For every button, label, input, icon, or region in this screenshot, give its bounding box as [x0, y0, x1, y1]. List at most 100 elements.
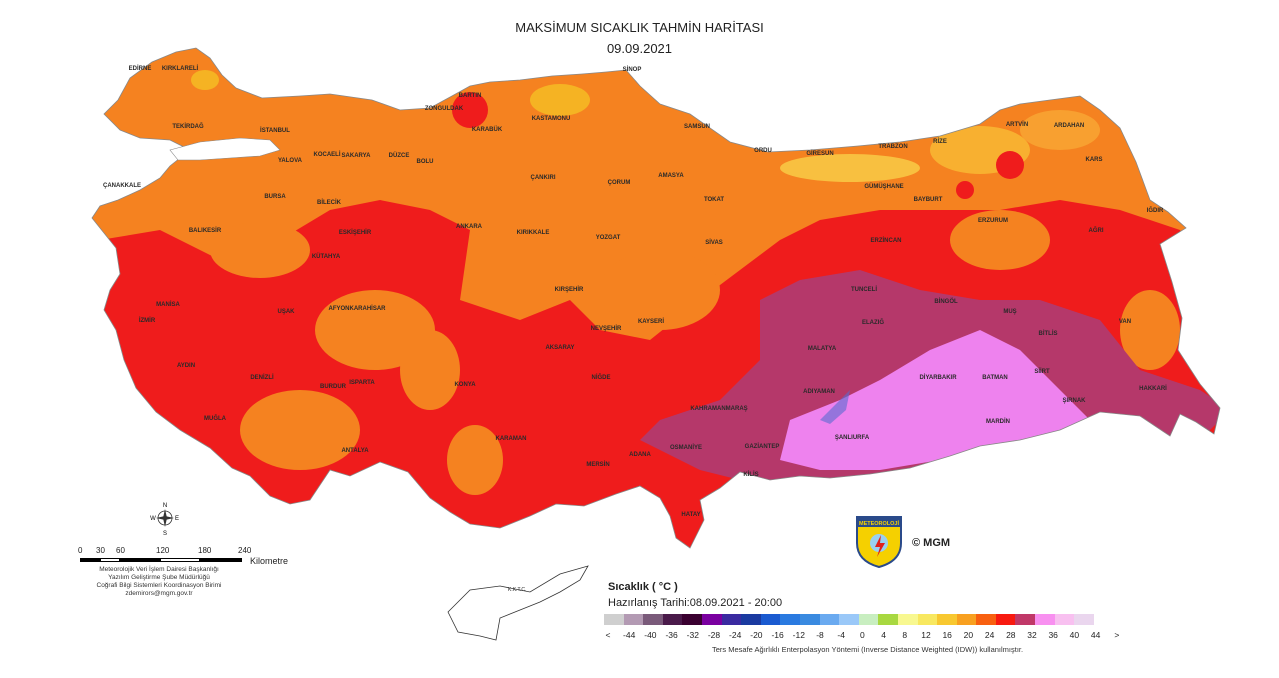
city-label: YOZGAT — [596, 235, 621, 241]
credits-line: zdemirors@mgm.gov.tr — [125, 590, 193, 597]
city-label: MARDİN — [986, 418, 1010, 425]
city-label: MERSİN — [586, 461, 609, 468]
mgm-logo: METEOROLOJİ — [856, 516, 902, 569]
city-label: İSTANBUL — [260, 127, 290, 134]
city-label: BALIKESİR — [189, 227, 222, 234]
method-note: Ters Mesafe Ağırlıklı Enterpolasyon Yönt… — [712, 645, 1024, 654]
scale-tick: 180 — [198, 546, 212, 555]
city-label: AMASYA — [658, 173, 684, 179]
city-labels: EDİRNE KIRKLARELİ TEKİRDAĞ İSTANBUL ÇANAKKAL… — [103, 65, 1167, 518]
legend-swatch — [819, 614, 840, 625]
city-label: AKSARAY — [545, 345, 574, 351]
legend-swatch — [839, 614, 859, 625]
city-label: TUNCELİ — [851, 286, 877, 293]
city-label: BİTLİS — [1039, 330, 1058, 337]
city-label: HAKKARİ — [1139, 385, 1167, 392]
scale-tick: 240 — [238, 546, 252, 555]
legend-label: 16 — [942, 630, 952, 640]
city-label: BOLU — [417, 159, 434, 165]
city-label: İZMİR — [139, 317, 156, 324]
legend-color-bar — [604, 614, 1094, 625]
legend-swatch — [1054, 614, 1075, 625]
legend-label: 32 — [1027, 630, 1037, 640]
city-label: ADANA — [629, 452, 651, 458]
city-label: KASTAMONU — [532, 116, 571, 122]
city-label: OSMANİYE — [670, 444, 702, 451]
city-label: DİYARBAKIR — [919, 374, 957, 381]
scale-bar: 0 30 60 120 180 240 Kilometre — [78, 546, 308, 576]
city-label: MANİSA — [156, 301, 180, 308]
city-label: ÇANAKKALE — [103, 183, 141, 189]
city-label: KARAMAN — [496, 436, 527, 442]
legend-swatch — [858, 614, 879, 625]
logo-text: METEOROLOJİ — [859, 520, 900, 527]
compass-w: W — [150, 516, 156, 522]
legend-swatch — [1015, 614, 1036, 625]
scale-tick: 120 — [156, 546, 170, 555]
city-label: KARABÜK — [472, 126, 503, 133]
city-label: BURDUR — [320, 384, 347, 390]
city-label: ANKARA — [456, 224, 483, 230]
city-label: KİLİS — [743, 471, 758, 478]
legend-label: 40 — [1069, 630, 1080, 640]
city-label: NİĞDE — [591, 373, 610, 381]
legend-swatch — [897, 614, 918, 625]
legend-swatch — [643, 614, 663, 625]
legend-swatch — [682, 614, 702, 625]
legend-label: -8 — [816, 630, 824, 640]
legend-label: < — [605, 630, 611, 640]
city-label: MALATYA — [808, 346, 837, 352]
city-label: EDİRNE — [129, 65, 152, 72]
city-label: TOKAT — [704, 197, 724, 203]
city-label: BARTIN — [459, 93, 482, 99]
legend-label: -4 — [837, 630, 845, 640]
city-label: IĞDIR — [1147, 206, 1164, 214]
legend-label: -40 — [644, 630, 657, 640]
legend-label: -32 — [686, 630, 699, 640]
legend-label: -24 — [729, 630, 742, 640]
city-label: KONYA — [454, 382, 476, 388]
city-label: DENİZLİ — [250, 374, 274, 381]
scale-tick: 0 — [78, 546, 83, 555]
credits-line: Yazılım Geliştirme Şube Müdürlüğü — [108, 574, 210, 581]
city-label: KOCAELİ — [314, 151, 341, 158]
scale-unit: Kilometre — [250, 556, 289, 566]
legend-swatch — [623, 614, 644, 625]
legend-swatch — [662, 614, 683, 625]
compass-rose: N S E W — [150, 503, 179, 537]
city-label: KÜTAHYA — [312, 253, 341, 260]
legend-swatch — [721, 614, 742, 625]
compass-n: N — [163, 503, 167, 509]
city-label: SAKARYA — [342, 153, 372, 159]
city-label: ELAZIĞ — [862, 318, 884, 326]
legend-label: -12 — [792, 630, 805, 640]
city-label: ŞIRNAK — [1062, 398, 1086, 404]
legend-label: 36 — [1048, 630, 1058, 640]
legend-swatch — [1035, 614, 1055, 625]
city-label: ANTALYA — [341, 448, 369, 454]
city-label: SAMSUN — [684, 124, 710, 130]
city-label: BATMAN — [982, 375, 1008, 381]
legend-swatch — [976, 614, 996, 625]
city-label: MUŞ — [1003, 309, 1016, 315]
city-label: TEKİRDAĞ — [172, 122, 204, 130]
scale-tick: 60 — [116, 546, 125, 555]
city-label: YALOVA — [278, 158, 303, 164]
credits-line: Coğrafi Bilgi Sistemleri Koordinasyon Bi… — [96, 582, 222, 589]
city-label: KIRIKKALE — [517, 230, 550, 236]
city-label: ERZURUM — [978, 218, 1008, 224]
legend-label: 28 — [1006, 630, 1016, 640]
legend-label: 20 — [963, 630, 974, 640]
legend-label: -44 — [623, 630, 636, 640]
legend-swatch — [917, 614, 938, 625]
legend-label: -36 — [665, 630, 678, 640]
legend-swatch — [780, 614, 800, 625]
city-label: KIRKLARELİ — [162, 65, 199, 72]
city-label: RİZE — [933, 138, 947, 145]
legend-swatch — [1074, 614, 1094, 625]
city-label: ARDAHAN — [1054, 123, 1084, 129]
city-label: ÇORUM — [608, 180, 631, 186]
city-label: ESKİŞEHİR — [339, 229, 372, 236]
legend-label: 44 — [1090, 630, 1101, 640]
